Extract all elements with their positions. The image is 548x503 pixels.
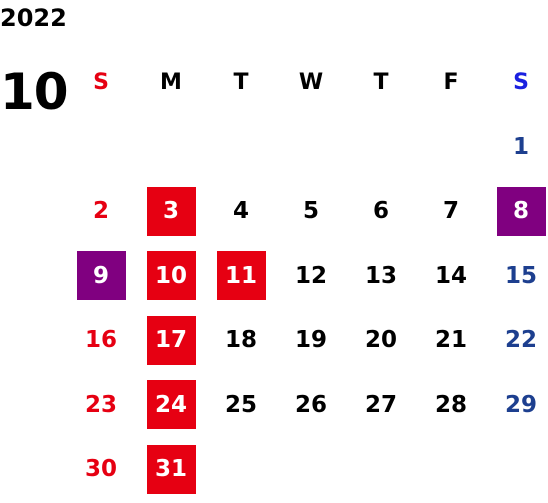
weekday-cell: M — [136, 50, 206, 115]
highlighted-day: 24 — [146, 380, 196, 430]
day-number: 23 — [84, 391, 117, 418]
weekday-cell: T — [346, 50, 416, 115]
day-cell: 30 — [66, 437, 136, 502]
day-cell: 12 — [276, 244, 346, 309]
day-cell: 2 — [66, 179, 136, 244]
day-cell: 1 — [486, 115, 548, 180]
day-cell: 9 — [66, 244, 136, 309]
empty-cell — [346, 115, 416, 180]
empty-cell — [136, 115, 206, 180]
day-cell: 11 — [206, 244, 276, 309]
month-number: 10 — [0, 63, 69, 121]
day-cell: 25 — [206, 373, 276, 438]
day-cell: 21 — [416, 308, 486, 373]
highlighted-day: 8 — [496, 186, 546, 236]
highlighted-day: 17 — [146, 315, 196, 365]
weekday-cell: S — [66, 50, 136, 115]
year-label: 2022 — [0, 4, 67, 32]
day-number: 14 — [434, 262, 467, 289]
day-number: 15 — [504, 262, 537, 289]
weekday-cell: T — [206, 50, 276, 115]
day-number: 26 — [294, 391, 327, 418]
empty-cell — [276, 115, 346, 180]
day-cell: 23 — [66, 373, 136, 438]
day-number: 20 — [364, 327, 397, 354]
weekday-header: M — [160, 69, 182, 95]
empty-cell — [206, 115, 276, 180]
empty-cell — [486, 437, 548, 502]
day-number: 6 — [372, 198, 389, 225]
day-number: 13 — [364, 262, 397, 289]
day-cell: 4 — [206, 179, 276, 244]
weekday-header: S — [93, 69, 109, 95]
day-number: 22 — [504, 327, 537, 354]
day-cell: 22 — [486, 308, 548, 373]
day-cell: 27 — [346, 373, 416, 438]
day-number: 21 — [434, 327, 467, 354]
day-number: 25 — [224, 391, 257, 418]
day-cell: 20 — [346, 308, 416, 373]
empty-cell — [346, 437, 416, 502]
day-cell: 17 — [136, 308, 206, 373]
day-cell: 6 — [346, 179, 416, 244]
calendar-grid: S M T W T F S 1 2 3 4 5 6 7 8 9 10 11 12 13 14 15 16 17 18 19 20 21… — [66, 50, 548, 502]
day-cell: 19 — [276, 308, 346, 373]
highlighted-day: 10 — [146, 251, 196, 301]
day-number: 29 — [504, 391, 537, 418]
weekday-cell: F — [416, 50, 486, 115]
day-number: 4 — [232, 198, 249, 225]
day-number: 7 — [442, 198, 459, 225]
day-number: 5 — [302, 198, 319, 225]
day-cell: 3 — [136, 179, 206, 244]
day-cell: 14 — [416, 244, 486, 309]
highlighted-day: 31 — [146, 444, 196, 494]
day-cell: 10 — [136, 244, 206, 309]
weekday-header: T — [373, 69, 389, 95]
empty-cell — [276, 437, 346, 502]
day-cell: 24 — [136, 373, 206, 438]
highlighted-day: 9 — [76, 251, 126, 301]
day-cell: 29 — [486, 373, 548, 438]
day-number: 2 — [92, 198, 109, 225]
day-number: 27 — [364, 391, 397, 418]
day-cell: 7 — [416, 179, 486, 244]
weekday-cell: S — [486, 50, 548, 115]
day-cell: 13 — [346, 244, 416, 309]
day-cell: 18 — [206, 308, 276, 373]
day-number: 19 — [294, 327, 327, 354]
day-cell: 26 — [276, 373, 346, 438]
day-number: 18 — [224, 327, 257, 354]
day-cell: 28 — [416, 373, 486, 438]
day-cell: 31 — [136, 437, 206, 502]
day-cell: 16 — [66, 308, 136, 373]
weekday-header: T — [233, 69, 249, 95]
weekday-cell: W — [276, 50, 346, 115]
day-number: 28 — [434, 391, 467, 418]
empty-cell — [66, 115, 136, 180]
day-cell: 8 — [486, 179, 548, 244]
highlighted-day: 3 — [146, 186, 196, 236]
highlighted-day: 11 — [216, 251, 266, 301]
day-cell: 15 — [486, 244, 548, 309]
day-number: 1 — [512, 133, 529, 160]
day-number: 12 — [294, 262, 327, 289]
day-number: 16 — [84, 327, 117, 354]
day-number: 30 — [84, 456, 117, 483]
weekday-header: W — [298, 69, 324, 95]
day-cell: 5 — [276, 179, 346, 244]
weekday-header: S — [513, 69, 529, 95]
weekday-header: F — [443, 69, 459, 95]
empty-cell — [416, 437, 486, 502]
empty-cell — [416, 115, 486, 180]
empty-cell — [206, 437, 276, 502]
